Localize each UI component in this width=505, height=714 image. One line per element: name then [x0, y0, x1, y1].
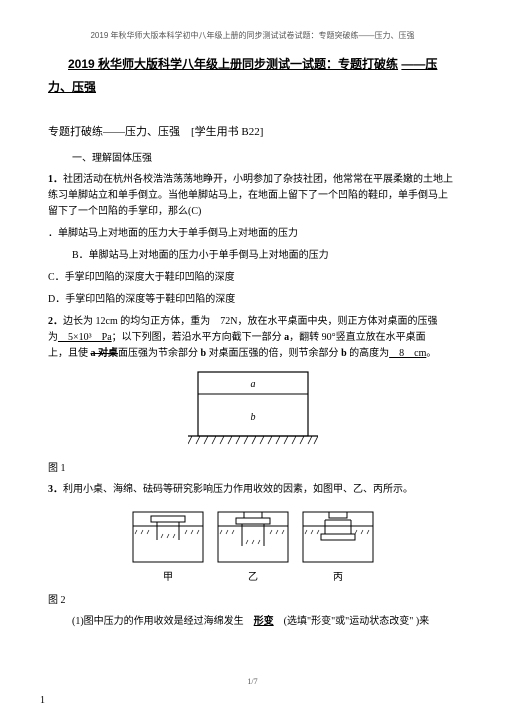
option-a: ．单脚站马上对地面的压力大于单手倒马上对地面的压力 [48, 226, 457, 242]
fig1-label-a: a [250, 379, 255, 390]
section-heading: 专题打破练——压力、压强 [学生用书 B22] [48, 123, 457, 139]
figure-1: a b [48, 370, 457, 453]
figure-2-label: 图 2 [48, 591, 457, 606]
question-1: 1．社团活动在杭州各校浩浩荡荡地睁开，小明参加了杂技社团，他常常在平展柔嫩的土地… [48, 172, 457, 220]
q3-1-answer: 形变 [254, 616, 274, 627]
page-header: 2019 年秋华师大版本科学初中八年级上册的同步测试试卷试题：专题突破练——压力… [48, 30, 457, 41]
page-number: 1/7 [0, 677, 505, 686]
question-3-sub1: (1)图中压力的作用收效是经过海绵发生 形变 (选填"形变"或"运动状态改变" … [48, 614, 457, 630]
option-c: C．手掌印凹陷的深度大于鞋印凹陷的深度 [48, 270, 457, 286]
question-2: 2．边长为 12cm 的均匀正方体，重为 72N，放在水平桌面中央，则正方体对桌… [48, 314, 457, 362]
figure-1-label: 图 1 [48, 459, 457, 474]
question-3: 3．利用小桌、海绵、砝码等研究影响压力作用收效的因素，如图甲、乙、丙所示。 [48, 482, 457, 498]
title-suffix: ——压 [401, 57, 437, 71]
q2-number: 2． [48, 316, 63, 327]
title-main: 2019 秋华师大版科学八年级上册同步测试一试题：专题打破练 [68, 57, 398, 71]
fig1-label-b: b [250, 412, 255, 423]
q2-answer2: __8__cm [389, 348, 426, 359]
figure-2: 甲 乙 [48, 504, 457, 585]
doc-title: 2019 秋华师大版科学八年级上册同步测试一试题：专题打破练 ——压 [48, 55, 457, 72]
sheet-number: 1 [40, 695, 45, 706]
svg-text:丙: 丙 [333, 572, 343, 582]
svg-text:乙: 乙 [248, 571, 258, 582]
q1-number: 1． [48, 174, 63, 185]
svg-text:甲: 甲 [163, 572, 173, 582]
option-d: D．手掌印凹陷的深度等于鞋印凹陷的深度 [48, 292, 457, 308]
q2-answer1: __5×10³__Pa [58, 332, 112, 343]
option-b: B．单脚站马上对地面的压力小于单手倒马上对地面的压力 [72, 248, 457, 264]
doc-title-line2: 力、压强 [48, 78, 457, 95]
q3-number: 3． [48, 484, 63, 495]
subsection-heading: 一、理解固体压强 [48, 149, 457, 164]
